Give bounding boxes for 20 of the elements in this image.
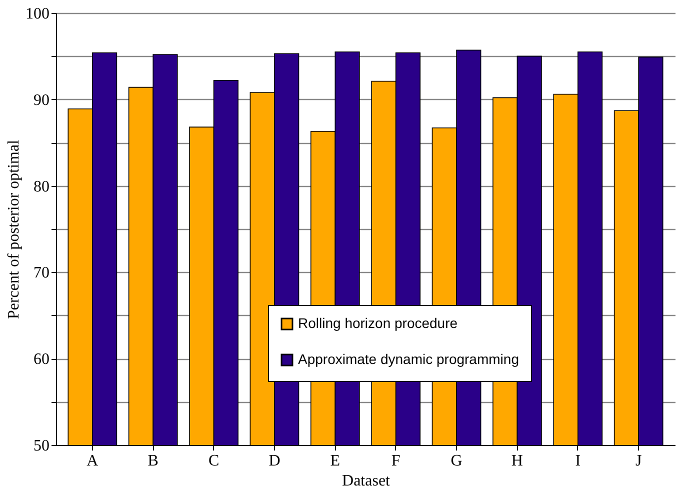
x-tick-label: B (148, 452, 158, 470)
y-tick-label: 60 (34, 351, 50, 368)
x-tick-label: I (575, 452, 581, 470)
x-tick-label: F (391, 452, 400, 470)
y-tick-label: 100 (26, 6, 50, 22)
x-tick-label: A (86, 452, 99, 470)
x-tick-label: G (450, 452, 463, 470)
x-tick-label: C (208, 452, 220, 470)
y-axis-title: Percent of posterior optimal (6, 139, 22, 320)
legend-label: Rolling horizon procedure (298, 315, 458, 331)
y-tick-label: 70 (34, 264, 50, 282)
x-tick-label: H (511, 452, 524, 470)
y-tick-label: 50 (34, 438, 50, 454)
y-tick-label: 80 (34, 178, 50, 196)
x-tick-label: D (268, 452, 280, 470)
x-tick-label: J (635, 452, 642, 470)
y-tick-label: 90 (34, 92, 50, 109)
legend-label: Approximate dynamic programming (298, 351, 519, 367)
x-axis-title: Dataset (342, 472, 391, 490)
x-tick-label: E (330, 452, 340, 470)
